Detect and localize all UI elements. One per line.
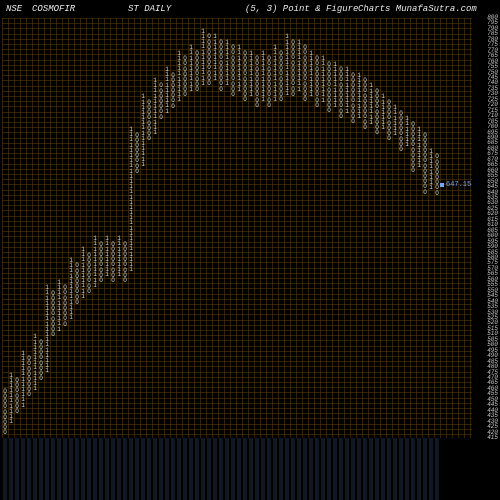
volume-bar xyxy=(213,438,217,500)
volume-bar xyxy=(21,438,25,500)
volume-bar xyxy=(123,438,127,500)
volume-bar xyxy=(321,438,325,500)
volume-bar xyxy=(351,438,355,500)
volume-bar xyxy=(291,438,295,500)
volume-bar xyxy=(9,438,13,500)
volume-bar xyxy=(117,438,121,500)
volume-bar xyxy=(51,438,55,500)
chart-header: NSE COSMOFIR ST DAILY (5, 3) Point & Fig… xyxy=(0,4,500,18)
volume-bar xyxy=(345,438,349,500)
params-label: (5, 3) Point & Figure xyxy=(245,4,358,14)
volume-bar xyxy=(33,438,37,500)
volume-bar xyxy=(201,438,205,500)
symbol-label: COSMOFIR xyxy=(32,4,75,14)
volume-bar xyxy=(393,438,397,500)
volume-bar xyxy=(381,438,385,500)
volume-bars xyxy=(2,438,472,500)
volume-bar xyxy=(63,438,67,500)
price-marker-label: 647.15 xyxy=(446,181,471,189)
volume-bar xyxy=(81,438,85,500)
volume-bar xyxy=(231,438,235,500)
volume-bar xyxy=(45,438,49,500)
volume-bar xyxy=(111,438,115,500)
volume-bar xyxy=(435,438,439,500)
exchange-label: NSE xyxy=(6,4,22,14)
volume-bar xyxy=(207,438,211,500)
volume-bar xyxy=(327,438,331,500)
volume-bar xyxy=(429,438,433,500)
volume-bar xyxy=(399,438,403,500)
volume-bar xyxy=(261,438,265,500)
volume-bar xyxy=(15,438,19,500)
brand-label: Charts MunafaSutra.com xyxy=(358,4,477,14)
volume-bar xyxy=(147,438,151,500)
volume-bar xyxy=(3,438,7,500)
volume-bar xyxy=(141,438,145,500)
volume-bar xyxy=(267,438,271,500)
volume-bar xyxy=(255,438,259,500)
pnf-chart: OOOOOOOOO1111111111OOOOOOO11111111111OOO… xyxy=(2,18,472,438)
volume-bar xyxy=(27,438,31,500)
volume-bar xyxy=(195,438,199,500)
volume-bar xyxy=(315,438,319,500)
volume-bar xyxy=(75,438,79,500)
volume-bar xyxy=(279,438,283,500)
price-marker-icon xyxy=(440,183,444,187)
volume-bar xyxy=(171,438,175,500)
volume-bar xyxy=(405,438,409,500)
volume-bar xyxy=(99,438,103,500)
period-label: ST DAILY xyxy=(128,4,171,14)
volume-bar xyxy=(423,438,427,500)
y-axis-labels: 8007957907857807757707657607557507457407… xyxy=(476,18,498,438)
volume-bar xyxy=(159,438,163,500)
volume-bar xyxy=(39,438,43,500)
volume-bar xyxy=(369,438,373,500)
volume-bar xyxy=(87,438,91,500)
volume-bar xyxy=(183,438,187,500)
volume-bar xyxy=(363,438,367,500)
volume-bar xyxy=(387,438,391,500)
volume-bar xyxy=(129,438,133,500)
volume-bar xyxy=(165,438,169,500)
volume-bar xyxy=(285,438,289,500)
volume-bar xyxy=(417,438,421,500)
volume-bar xyxy=(57,438,61,500)
volume-bar xyxy=(135,438,139,500)
volume-bar xyxy=(375,438,379,500)
volume-bar xyxy=(189,438,193,500)
volume-bar xyxy=(333,438,337,500)
volume-bar xyxy=(411,438,415,500)
volume-bar xyxy=(93,438,97,500)
volume-bar xyxy=(153,438,157,500)
volume-bar xyxy=(105,438,109,500)
volume-bar xyxy=(309,438,313,500)
volume-bar xyxy=(225,438,229,500)
volume-bar xyxy=(303,438,307,500)
volume-bar xyxy=(69,438,73,500)
volume-bar xyxy=(357,438,361,500)
y-label: 415 xyxy=(487,435,498,441)
volume-bar xyxy=(219,438,223,500)
volume-bar xyxy=(177,438,181,500)
volume-bar xyxy=(237,438,241,500)
volume-bar xyxy=(297,438,301,500)
volume-bar xyxy=(249,438,253,500)
volume-bar xyxy=(339,438,343,500)
volume-bar xyxy=(243,438,247,500)
pnf-column: OOOOOOOO xyxy=(434,154,440,198)
volume-bar xyxy=(273,438,277,500)
